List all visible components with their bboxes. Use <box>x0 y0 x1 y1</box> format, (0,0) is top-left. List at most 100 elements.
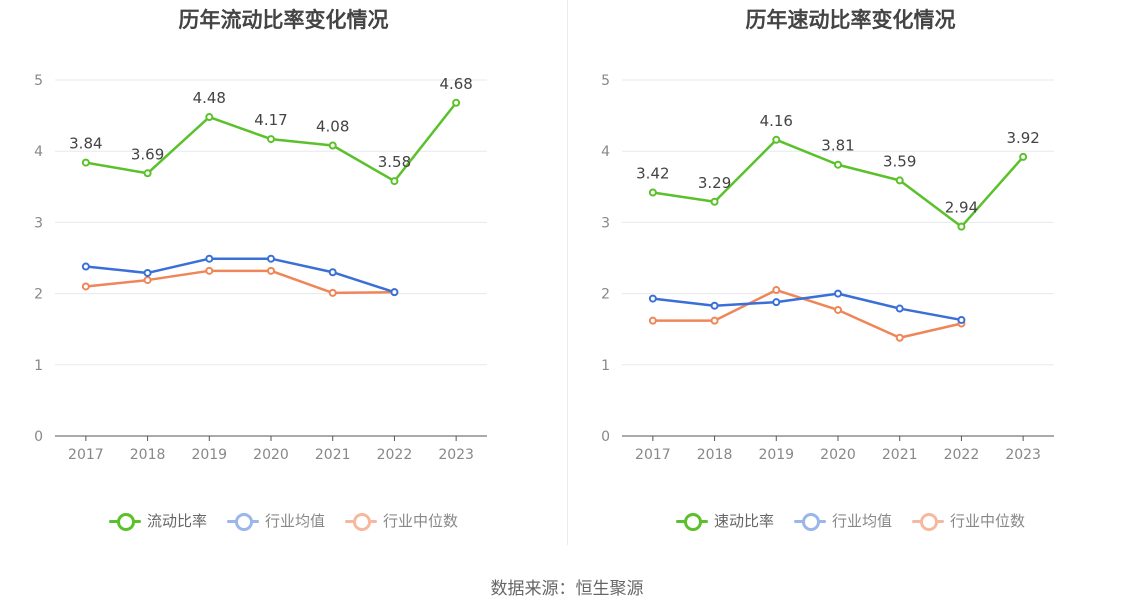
data-point <box>772 286 781 295</box>
data-label: 4.16 <box>760 112 793 130</box>
chart-title: 历年流动比率变化情况 <box>178 8 389 32</box>
x-tick-label: 2019 <box>191 447 227 463</box>
y-tick-label: 1 <box>34 358 43 374</box>
data-point <box>895 333 904 342</box>
chart-panel-quick-ratio: 历年速动比率变化情况 0 1 2 3 4 5 2017 2018 2019 2020 2021 202… <box>567 0 1134 560</box>
x-tick-label: 2017 <box>635 447 671 463</box>
x-tick-label: 2019 <box>758 447 794 463</box>
data-label: 3.81 <box>821 137 854 155</box>
chart-plot: 0 1 2 3 4 5 2017 2018 2019 2020 2021 2022 2023 3.42 3.… <box>601 73 1054 463</box>
y-tick-label: 4 <box>601 144 610 160</box>
chart-title: 历年速动比率变化情况 <box>745 8 956 32</box>
series-line <box>652 288 962 339</box>
data-point <box>710 197 719 206</box>
x-tick-label: 2018 <box>697 447 733 463</box>
y-tick-label: 5 <box>34 73 43 89</box>
data-point <box>834 305 842 314</box>
x-tick-label: 2021 <box>315 447 351 463</box>
data-point <box>390 288 399 297</box>
y-tick-label: 1 <box>601 358 610 374</box>
legend-item-industry-median[interactable]: 行业中位数 <box>345 510 458 531</box>
legend-label: 行业均值 <box>831 512 892 530</box>
legend-label: 行业均值 <box>264 512 325 530</box>
x-tick-label: 2022 <box>377 447 413 463</box>
legend-marker-icon <box>793 511 826 531</box>
data-point <box>81 282 90 291</box>
data-point <box>1019 152 1028 161</box>
legend-label: 速动比率 <box>713 512 774 530</box>
legend-marker-icon <box>675 511 708 531</box>
y-tick-label: 0 <box>34 429 43 445</box>
data-label: 3.58 <box>378 153 411 171</box>
y-tick-label: 3 <box>34 215 43 231</box>
data-point <box>772 135 781 144</box>
series-line <box>85 257 395 294</box>
data-point <box>390 177 399 186</box>
legend-item-industry-median[interactable]: 行业中位数 <box>912 510 1025 531</box>
data-point <box>452 98 461 107</box>
y-tick-label: 3 <box>601 215 610 231</box>
data-point <box>143 276 152 285</box>
chart-legend: 速动比率 行业均值 行业中位数 <box>567 510 1134 531</box>
data-point <box>895 304 904 313</box>
y-tick-label: 4 <box>34 144 43 160</box>
data-point <box>267 135 275 144</box>
data-point <box>81 158 90 167</box>
y-tick-label: 2 <box>34 287 43 303</box>
data-source-note: 数据来源：恒生聚源 <box>490 579 644 599</box>
data-point <box>772 298 781 307</box>
data-label: 4.17 <box>254 111 287 129</box>
legend-label: 流动比率 <box>146 512 207 530</box>
legend-item-industry-avg[interactable]: 行业均值 <box>793 510 892 531</box>
data-point <box>267 266 275 275</box>
x-tick-label: 2022 <box>944 447 980 463</box>
legend-label: 行业中位数 <box>383 512 459 530</box>
data-point <box>957 315 966 324</box>
x-tick-label: 2020 <box>820 447 856 463</box>
data-point <box>205 113 214 122</box>
data-label: 3.59 <box>883 152 916 170</box>
data-point <box>328 268 337 277</box>
data-point <box>895 176 904 185</box>
series-line <box>85 269 395 295</box>
x-tick-label: 2023 <box>1005 447 1041 463</box>
x-tick-label: 2021 <box>882 447 918 463</box>
legend-marker-icon <box>226 511 259 531</box>
chart-legend: 流动比率 行业均值 行业中位数 <box>0 510 567 531</box>
data-point <box>648 316 657 325</box>
data-label: 4.08 <box>316 118 349 136</box>
data-point <box>710 301 719 310</box>
legend-marker-icon <box>108 511 141 531</box>
legend-marker-icon <box>912 511 944 531</box>
data-label: 2.94 <box>945 199 978 217</box>
data-point <box>710 316 719 325</box>
legend-item-current-ratio[interactable]: 流动比率 <box>108 510 207 531</box>
data-point <box>328 141 337 150</box>
data-label: 3.42 <box>636 164 669 182</box>
y-tick-label: 2 <box>601 287 610 303</box>
data-point <box>143 268 152 277</box>
data-label: 3.29 <box>698 174 731 192</box>
data-point <box>205 254 214 263</box>
legend-item-industry-avg[interactable]: 行业均值 <box>226 510 325 531</box>
data-point <box>81 262 90 271</box>
data-point <box>328 288 337 297</box>
data-point <box>267 254 275 263</box>
legend-label: 行业中位数 <box>950 512 1026 530</box>
x-tick-label: 2017 <box>68 447 104 463</box>
data-label: 3.92 <box>1006 129 1039 147</box>
data-point <box>834 289 842 298</box>
chart-panel-current-ratio: 历年流动比率变化情况 0 1 2 3 4 5 2017 2018 2019 2020 2021 202… <box>0 0 567 560</box>
data-label: 3.84 <box>69 135 102 153</box>
legend-marker-icon <box>345 511 377 531</box>
y-tick-label: 5 <box>601 73 610 89</box>
chart-plot: 0 1 2 3 4 5 2017 2018 2019 2020 2021 2022 2023 3.84 3.… <box>34 73 487 463</box>
x-tick-label: 2018 <box>130 447 166 463</box>
legend-item-quick-ratio[interactable]: 速动比率 <box>675 510 774 531</box>
data-label: 4.68 <box>439 75 472 93</box>
panel-divider <box>567 0 568 545</box>
data-label: 3.69 <box>131 145 164 163</box>
x-tick-label: 2020 <box>253 447 289 463</box>
data-point <box>834 160 842 169</box>
data-point <box>648 188 657 197</box>
